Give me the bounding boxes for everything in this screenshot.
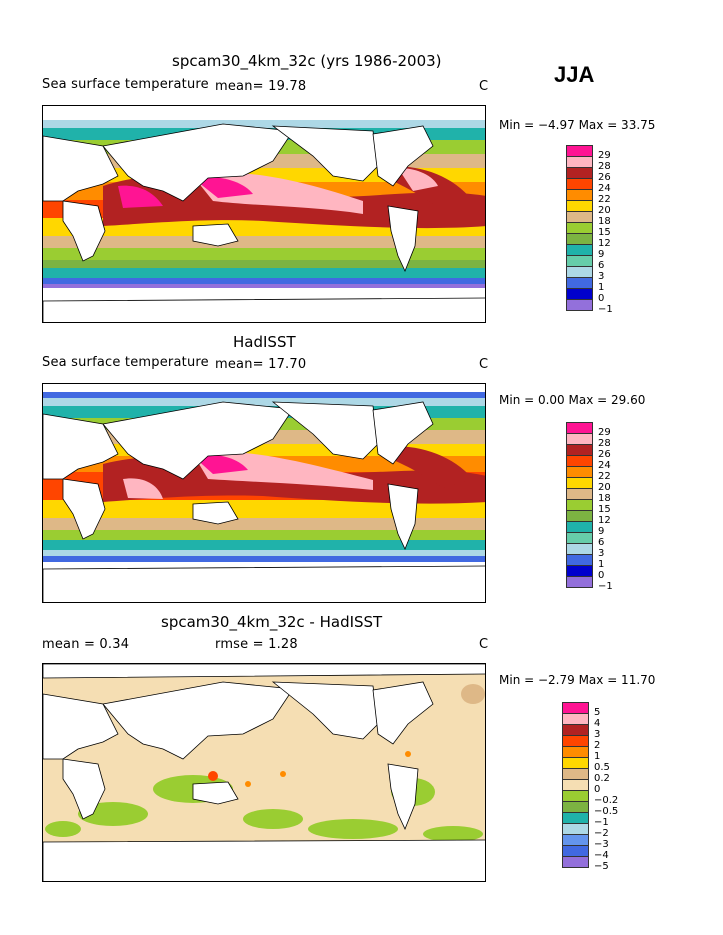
legend-label: 22 bbox=[598, 194, 611, 205]
legend-label: 22 bbox=[598, 471, 611, 482]
legend-label: 18 bbox=[598, 216, 611, 227]
panel-2-sst-field bbox=[43, 384, 485, 602]
panel-2-mean: mean= 17.70 bbox=[215, 357, 307, 372]
legend-label: 29 bbox=[598, 427, 611, 438]
legend-label: 3 bbox=[598, 548, 605, 559]
legend-label: 15 bbox=[598, 227, 611, 238]
panel-2-variable-label: Sea surface temperature bbox=[42, 355, 209, 370]
panel-2-title: HadISST bbox=[233, 333, 296, 351]
panel-2-colorbar-labels: 29 28 26 24 22 20 18 15 12 9 6 3 1 0 −1 bbox=[598, 427, 613, 592]
legend-label: 18 bbox=[598, 493, 611, 504]
legend-label: −5 bbox=[594, 861, 609, 872]
panel-1-colorbar-labels: 29 28 26 24 22 20 18 15 12 9 6 3 1 0 −1 bbox=[598, 150, 613, 315]
legend-label: 1 bbox=[598, 282, 605, 293]
legend-label: 20 bbox=[598, 482, 611, 493]
legend-label: 1 bbox=[598, 559, 605, 570]
legend-label: 29 bbox=[598, 150, 611, 161]
legend-label: 0 bbox=[598, 570, 605, 581]
legend-label: 0.5 bbox=[594, 762, 610, 773]
panel-1-colorbar bbox=[566, 145, 593, 311]
legend-label: 3 bbox=[594, 729, 601, 740]
panel-3-colorbar-labels: 5 4 3 2 1 0.5 0.2 0 −0.2 −0.5 −1 −2 −3 −… bbox=[594, 707, 618, 872]
panel-3-minmax: Min = −2.79 Max = 11.70 bbox=[499, 673, 656, 687]
legend-label: 28 bbox=[598, 438, 611, 449]
legend-label: −3 bbox=[594, 839, 609, 850]
legend-label: −0.5 bbox=[594, 806, 619, 817]
legend-label: 5 bbox=[594, 707, 601, 718]
legend-label: −1 bbox=[598, 304, 613, 315]
legend-label: 12 bbox=[598, 238, 611, 249]
panel-1-minmax: Min = −4.97 Max = 33.75 bbox=[499, 118, 656, 132]
legend-label: 24 bbox=[598, 460, 611, 471]
panel-2-minmax: Min = 0.00 Max = 29.60 bbox=[499, 393, 646, 407]
panel-1-unit: C bbox=[479, 79, 489, 94]
legend-label: 6 bbox=[598, 537, 605, 548]
legend-label: −0.2 bbox=[594, 795, 619, 806]
panel-3-map bbox=[42, 663, 486, 882]
legend-label: 15 bbox=[598, 504, 611, 515]
legend-label: 4 bbox=[594, 718, 601, 729]
legend-label: 0 bbox=[598, 293, 605, 304]
legend-label: 0 bbox=[594, 784, 601, 795]
panel-2-colorbar bbox=[566, 422, 593, 588]
legend-label: 2 bbox=[594, 740, 601, 751]
legend-label: 20 bbox=[598, 205, 611, 216]
panel-3-title: spcam30_4km_32c - HadISST bbox=[161, 613, 383, 631]
legend-label: 26 bbox=[598, 449, 611, 460]
panel-1-title: spcam30_4km_32c (yrs 1986-2003) bbox=[172, 52, 442, 70]
legend-label: 24 bbox=[598, 183, 611, 194]
season-label: JJA bbox=[554, 62, 595, 87]
panel-3-mean: mean = 0.34 bbox=[42, 637, 130, 652]
panel-1-sst-field bbox=[43, 106, 485, 322]
legend-label: −4 bbox=[594, 850, 609, 861]
panel-2-map bbox=[42, 383, 486, 603]
legend-label: 26 bbox=[598, 172, 611, 183]
legend-label: 1 bbox=[594, 751, 601, 762]
legend-label: 12 bbox=[598, 515, 611, 526]
legend-label: −1 bbox=[594, 817, 609, 828]
legend-label: 9 bbox=[598, 249, 605, 260]
legend-label: −1 bbox=[598, 581, 613, 592]
legend-label: 9 bbox=[598, 526, 605, 537]
panel-2-unit: C bbox=[479, 357, 489, 372]
panel-1-mean: mean= 19.78 bbox=[215, 79, 307, 94]
legend-label: 28 bbox=[598, 161, 611, 172]
panel-3-colorbar bbox=[562, 702, 589, 868]
legend-label: 6 bbox=[598, 260, 605, 271]
panel-3-difference-field bbox=[43, 664, 485, 881]
panel-1-map bbox=[42, 105, 486, 323]
legend-label: −2 bbox=[594, 828, 609, 839]
legend-label: 0.2 bbox=[594, 773, 610, 784]
panel-1-variable-label: Sea surface temperature bbox=[42, 77, 209, 92]
panel-3-unit: C bbox=[479, 637, 489, 652]
legend-label: 3 bbox=[598, 271, 605, 282]
panel-3-rmse: rmse = 1.28 bbox=[215, 637, 298, 652]
